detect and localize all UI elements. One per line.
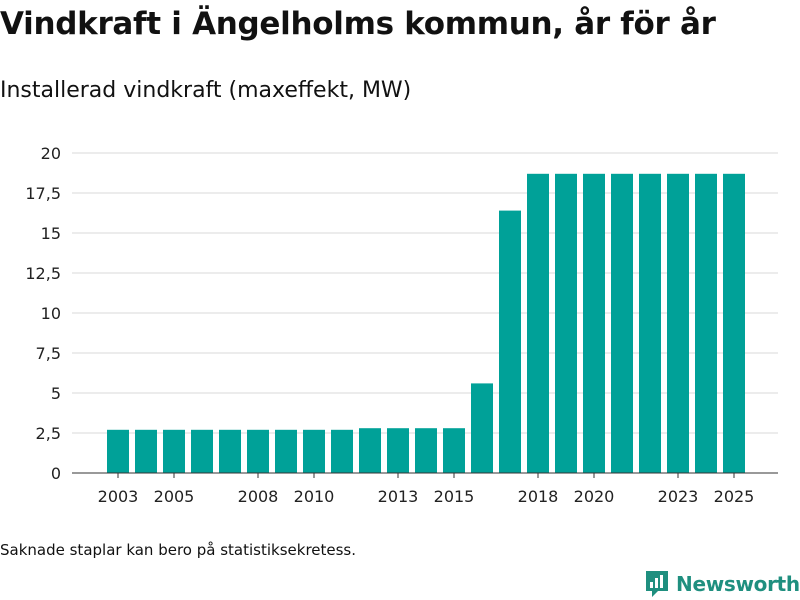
brand-logo[interactable]: Newsworthy — [644, 569, 800, 599]
y-axis: 0 2,5 5 7,5 10 12,5 15 17,5 20 — [25, 144, 61, 483]
bar-2023[interactable] — [667, 173, 689, 474]
bar-2021[interactable] — [611, 173, 633, 474]
x-tick-label: 2013 — [378, 487, 419, 506]
x-tick-labels: 2003 2005 2008 2010 2013 2015 2018 2020 2023 2025 — [98, 473, 755, 506]
brand-name: Newsworthy — [676, 572, 800, 596]
x-tick-label: 2003 — [98, 487, 139, 506]
y-tick-label: 10 — [41, 304, 61, 323]
x-tick-label: 2008 — [238, 487, 279, 506]
y-tick-label: 12,5 — [25, 264, 61, 283]
bar-2005[interactable] — [163, 429, 185, 473]
newsworthy-logo-icon — [646, 571, 668, 597]
x-tick-label: 2015 — [434, 487, 475, 506]
bar-2011[interactable] — [331, 429, 353, 473]
y-tick-label: 17,5 — [25, 184, 61, 203]
bar-2008[interactable] — [247, 429, 269, 473]
bar-2004[interactable] — [135, 429, 157, 473]
bar-2024[interactable] — [695, 173, 717, 474]
bar-2022[interactable] — [639, 173, 661, 474]
x-tick-label: 2020 — [574, 487, 615, 506]
x-tick-label: 2010 — [294, 487, 335, 506]
bar-2025[interactable] — [723, 173, 745, 474]
footnote: Saknade staplar kan bero på statistiksek… — [0, 541, 357, 559]
bar-2013[interactable] — [387, 428, 409, 473]
bar-2017[interactable] — [499, 210, 521, 473]
bar-2003[interactable] — [107, 429, 129, 473]
bar-2015[interactable] — [443, 428, 465, 473]
x-tick-label: 2005 — [154, 487, 195, 506]
bar-2006[interactable] — [191, 429, 213, 473]
bar-2009[interactable] — [275, 429, 297, 473]
y-tick-label: 0 — [51, 464, 61, 483]
y-tick-label: 2,5 — [36, 424, 61, 443]
y-tick-label: 20 — [41, 144, 61, 163]
x-tick-label: 2025 — [714, 487, 755, 506]
bar-2014[interactable] — [415, 428, 437, 473]
x-tick-label: 2018 — [518, 487, 559, 506]
bar-2007[interactable] — [219, 429, 241, 473]
bar-2010[interactable] — [303, 429, 325, 473]
y-tick-label: 15 — [41, 224, 61, 243]
bar-2018[interactable] — [527, 173, 549, 474]
bar-2020[interactable] — [583, 173, 605, 474]
bar-2019[interactable] — [555, 173, 577, 474]
y-tick-label: 5 — [51, 384, 61, 403]
bars — [107, 173, 745, 474]
chart-title: Vindkraft i Ängelholms kommun, år för år — [0, 6, 716, 42]
y-tick-label: 7,5 — [36, 344, 61, 363]
bar-2016[interactable] — [471, 383, 493, 473]
bar-2012[interactable] — [359, 428, 381, 473]
x-tick-label: 2023 — [658, 487, 699, 506]
chart-subtitle: Installerad vindkraft (maxeffekt, MW) — [0, 78, 412, 103]
